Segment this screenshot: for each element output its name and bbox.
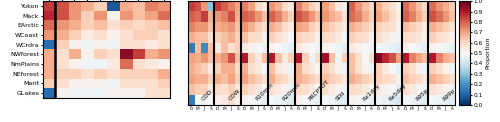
Text: R10mm: R10mm [254, 82, 274, 102]
Text: SDii: SDii [334, 91, 346, 102]
Text: Rx1day: Rx1day [362, 83, 380, 102]
Y-axis label: Proportion: Proportion [486, 37, 490, 69]
Text: CDW: CDW [228, 88, 241, 102]
Text: R95p: R95p [415, 88, 430, 102]
Text: Rx5day: Rx5day [388, 83, 407, 102]
Text: (b): (b) [169, 0, 181, 1]
Text: PRCPTOT: PRCPTOT [308, 80, 330, 102]
Text: R20mm: R20mm [281, 82, 301, 102]
Text: CDD: CDD [201, 89, 213, 102]
Text: R99p: R99p [442, 88, 456, 102]
